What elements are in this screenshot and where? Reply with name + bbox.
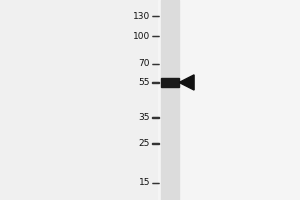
Text: 70: 70 (139, 59, 150, 68)
Text: 15: 15 (139, 178, 150, 187)
FancyArrow shape (152, 82, 159, 83)
Text: 55: 55 (139, 78, 150, 87)
Text: 100: 100 (133, 32, 150, 41)
Text: 25: 25 (139, 139, 150, 148)
FancyBboxPatch shape (160, 0, 178, 200)
FancyArrow shape (152, 117, 159, 118)
Polygon shape (179, 75, 194, 90)
FancyBboxPatch shape (160, 78, 178, 87)
Text: 130: 130 (133, 12, 150, 21)
FancyBboxPatch shape (158, 0, 300, 200)
FancyArrow shape (152, 143, 159, 144)
Text: 35: 35 (139, 113, 150, 122)
